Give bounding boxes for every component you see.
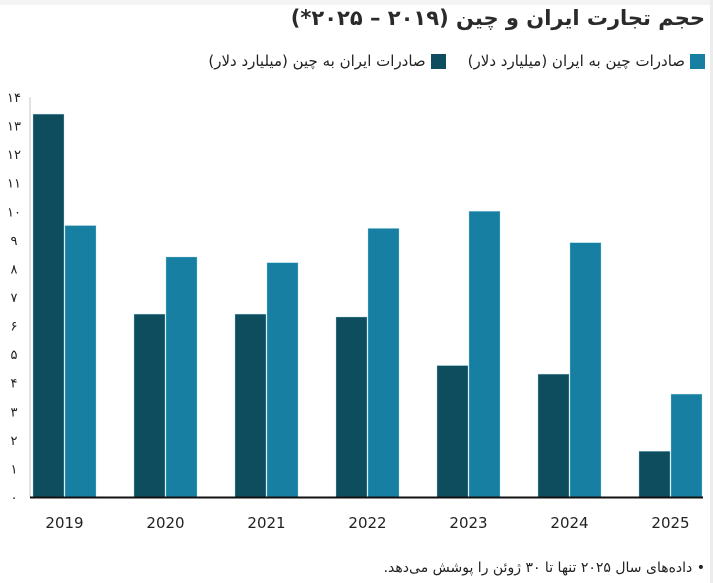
- bar-iran-to-china-2024: [537, 373, 570, 498]
- bar-iran-to-china-2025: [638, 450, 671, 498]
- y-tick-label: ۶: [11, 320, 18, 335]
- y-tick-label: ۷: [11, 291, 18, 306]
- bar-iran-to-china-2022: [335, 316, 368, 498]
- x-tick-label: 2021: [247, 514, 285, 532]
- legend: صادرات چین به ایران (میلیارد دلار) صادرا…: [186, 52, 705, 70]
- x-tick-label: 2025: [651, 514, 689, 532]
- bar-iran-to-china-2021: [234, 313, 267, 498]
- y-tick-label: ۸: [11, 262, 18, 277]
- legend-item-iran-to-china: صادرات ایران به چین (میلیارد دلار): [208, 52, 446, 70]
- y-tick-label: ۱: [11, 462, 18, 477]
- footnote: • داده‌های سال ۲۰۲۵ تنها تا ۳۰ ژوئن را پ…: [383, 560, 705, 576]
- y-tick-label: ۹: [11, 234, 18, 249]
- x-tick-label: 2022: [348, 514, 386, 532]
- legend-swatch-iran-to-china: [430, 53, 446, 69]
- bar-china-to-iran-2021: [266, 262, 299, 498]
- y-tick-label: ۱۰: [7, 205, 21, 220]
- y-tick-label: ۵: [11, 348, 18, 363]
- bar-china-to-iran-2023: [468, 210, 501, 498]
- y-tick-label: ۱۱: [7, 177, 21, 192]
- y-tick-label: ۰: [11, 491, 18, 506]
- bar-iran-to-china-2023: [436, 365, 469, 498]
- y-tick-label: ۲: [11, 434, 18, 449]
- bar-iran-to-china-2020: [133, 313, 166, 498]
- bar-iran-to-china-2019: [32, 113, 65, 498]
- bar-china-to-iran-2020: [165, 256, 198, 498]
- bar-china-to-iran-2019: [64, 225, 97, 498]
- bar-china-to-iran-2024: [569, 242, 602, 498]
- legend-swatch-china-to-iran: [690, 53, 705, 69]
- y-tick-label: ۴: [11, 377, 18, 392]
- y-tick-label: ۱۲: [7, 148, 21, 163]
- legend-item-china-to-iran: صادرات چین به ایران (میلیارد دلار): [468, 52, 705, 70]
- bar-china-to-iran-2025: [670, 393, 703, 498]
- legend-label-iran-to-china: صادرات ایران به چین (میلیارد دلار): [208, 52, 426, 70]
- y-tick-label: ۳: [11, 405, 18, 420]
- x-tick-label: 2024: [550, 514, 588, 532]
- x-tick-label: 2023: [449, 514, 487, 532]
- legend-label-china-to-iran: صادرات چین به ایران (میلیارد دلار): [467, 52, 685, 70]
- y-tick-label: ۱۴: [7, 91, 21, 106]
- y-tick-label: ۱۳: [7, 120, 21, 135]
- bar-china-to-iran-2022: [367, 228, 400, 498]
- right-edge: [710, 0, 713, 583]
- x-tick-label: 2019: [45, 514, 83, 532]
- chart-title: حجم تجارت ایران و چین (۲۰۱۹ – ۲۰۲۵*): [290, 6, 705, 30]
- top-strip: [0, 0, 713, 5]
- x-tick-label: 2020: [146, 514, 184, 532]
